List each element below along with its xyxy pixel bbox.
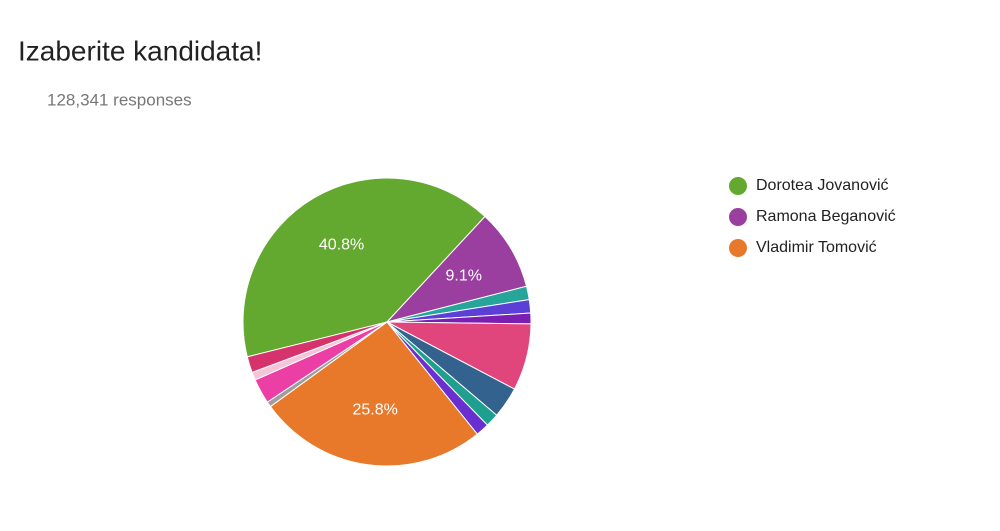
chart-title: Izaberite kandidata!: [18, 35, 262, 66]
legend-swatch: [729, 208, 747, 226]
pie-slice: [269, 321, 479, 467]
legend-label: Ramona Beganović: [756, 208, 896, 225]
pie-slice: [242, 177, 486, 358]
legend-label: Vladimir Tomović: [756, 239, 877, 256]
legend-swatch: [729, 239, 747, 257]
pie-slice: [246, 321, 388, 374]
legend-label: Dorotea Jovanović: [756, 177, 889, 194]
slice-label: 40.8%: [319, 236, 364, 253]
pie-slice: [385, 215, 528, 323]
slice-label: 9.1%: [446, 268, 482, 285]
subtitle: 128,341 responses: [47, 90, 192, 109]
legend-swatch: [729, 177, 747, 195]
slice-label: 25.8%: [353, 402, 398, 419]
